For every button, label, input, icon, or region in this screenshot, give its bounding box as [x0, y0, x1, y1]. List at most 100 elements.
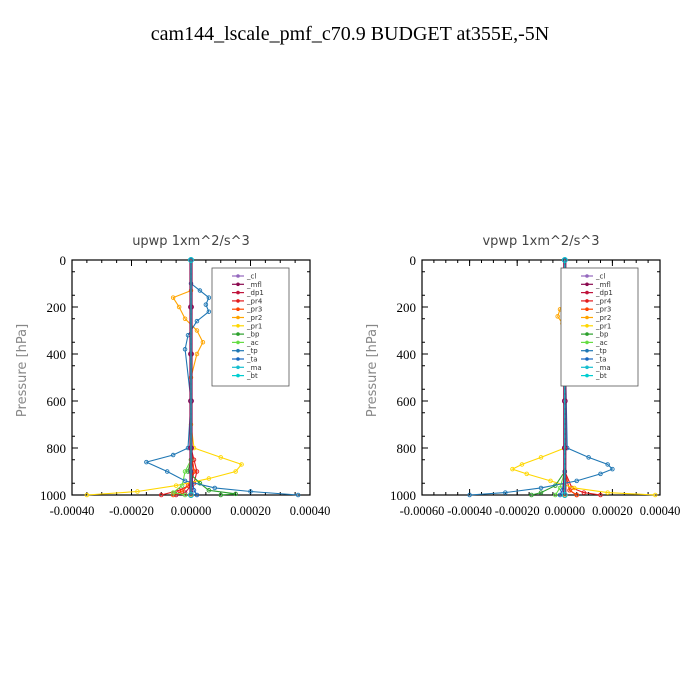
- legend-marker: [585, 357, 589, 361]
- legend-marker: [585, 332, 589, 336]
- legend-label: _tp: [246, 347, 258, 355]
- data-point: [524, 471, 529, 477]
- legend-label: _mfl: [595, 281, 611, 289]
- data-point: [574, 492, 579, 498]
- data-point: [206, 295, 212, 300]
- legend-box: [211, 267, 290, 387]
- x-tick-label: -0.00040: [447, 504, 492, 518]
- data-point: [197, 481, 203, 486]
- data-point: [561, 257, 568, 263]
- series-line-bp: [531, 260, 566, 496]
- series-line-pr1: [510, 260, 656, 496]
- legend-label: _dp1: [246, 289, 264, 297]
- data-point: [605, 462, 610, 467]
- data-point: [173, 483, 179, 488]
- y-tick-label: 400: [47, 347, 67, 362]
- legend-marker: [236, 324, 240, 328]
- y-tick-label: 0: [60, 253, 67, 268]
- data-point: [170, 452, 176, 458]
- data-point: [295, 492, 301, 498]
- y-tick-label: 800: [47, 441, 67, 456]
- y-tick-label: 0: [410, 253, 417, 268]
- legend-marker: [236, 274, 240, 278]
- legend-label: _ac: [595, 339, 608, 347]
- data-point: [652, 492, 658, 498]
- data-point: [200, 340, 206, 345]
- legend-box: [560, 267, 639, 387]
- data-point: [567, 488, 572, 493]
- y-tick-label: 1000: [40, 488, 66, 503]
- legend-label: _pr3: [246, 306, 262, 314]
- data-point: [529, 492, 534, 498]
- chart-title: vpwp 1xm^2/s^3: [482, 234, 599, 249]
- data-point: [170, 490, 176, 495]
- data-point: [164, 469, 170, 474]
- data-point: [182, 492, 188, 498]
- data-point: [144, 459, 149, 465]
- legend-label: _tp: [595, 347, 607, 355]
- legend-label: _cl: [595, 273, 605, 281]
- legend-label: _pr3: [595, 306, 611, 314]
- data-point: [218, 492, 223, 498]
- legend-marker: [585, 373, 589, 378]
- y-tick-label: 200: [397, 300, 417, 315]
- y-tick-label: 200: [47, 300, 67, 315]
- legend-label: _mfl: [246, 281, 262, 289]
- page-title: cam144_lscale_pmf_c70.9 BUDGET at355E,-5…: [151, 23, 549, 45]
- data-point: [203, 302, 209, 307]
- legend-marker: [585, 299, 589, 303]
- data-point: [233, 469, 238, 474]
- data-point: [158, 492, 164, 498]
- data-point: [194, 351, 200, 357]
- y-tick-label: 400: [397, 347, 417, 362]
- x-tick-label: -0.00020: [495, 504, 540, 518]
- legend-marker: [236, 282, 240, 287]
- panel-upwp: upwp 1xm^2/s^3 Pressure [hPa] 0 200 400 600 80…: [15, 234, 330, 518]
- y-tick-label: 600: [47, 394, 67, 409]
- data-point: [538, 455, 544, 460]
- data-point: [182, 469, 188, 474]
- legend-marker: [236, 348, 240, 353]
- data-point: [176, 304, 182, 310]
- legend-label: _ac: [246, 339, 259, 347]
- legend-label: _pr1: [246, 322, 262, 330]
- legend-marker: [236, 373, 240, 378]
- x-tick-label: -0.00060: [400, 504, 445, 518]
- legend-marker: [585, 324, 589, 328]
- data-point: [194, 328, 200, 333]
- legend-label: _ta: [246, 356, 258, 364]
- data-point: [194, 492, 200, 498]
- data-point: [206, 309, 212, 314]
- data-point: [248, 489, 253, 494]
- legend-label: _bp: [595, 331, 609, 339]
- data-point: [233, 491, 238, 497]
- x-tick-label: 0.00040: [640, 504, 681, 518]
- x-tick-label: 0.00000: [544, 504, 585, 518]
- data-point: [548, 478, 553, 484]
- data-point: [598, 471, 603, 477]
- data-point: [510, 466, 515, 472]
- data-point: [170, 295, 176, 300]
- data-point: [467, 492, 472, 498]
- legend-label: _pr2: [246, 314, 262, 322]
- data-point: [170, 492, 176, 498]
- data-point: [574, 478, 579, 484]
- data-point: [206, 488, 212, 493]
- x-tick-label: 0.00000: [171, 504, 212, 518]
- legend-marker: [236, 307, 240, 312]
- data-point: [610, 466, 615, 472]
- legend-label: _pr2: [595, 314, 611, 322]
- data-point: [188, 257, 194, 263]
- legend-marker: [585, 348, 589, 353]
- data-point: [218, 455, 223, 460]
- data-point: [212, 485, 218, 491]
- data-point: [598, 492, 603, 498]
- legend-marker: [236, 290, 240, 295]
- legend-marker: [236, 332, 240, 336]
- legend-label: _bp: [246, 331, 260, 339]
- data-point: [182, 316, 188, 322]
- legend-label: _ta: [595, 356, 607, 364]
- legend-marker: [236, 340, 240, 345]
- legend-marker: [585, 307, 589, 312]
- x-tick-label: -0.00020: [109, 504, 154, 518]
